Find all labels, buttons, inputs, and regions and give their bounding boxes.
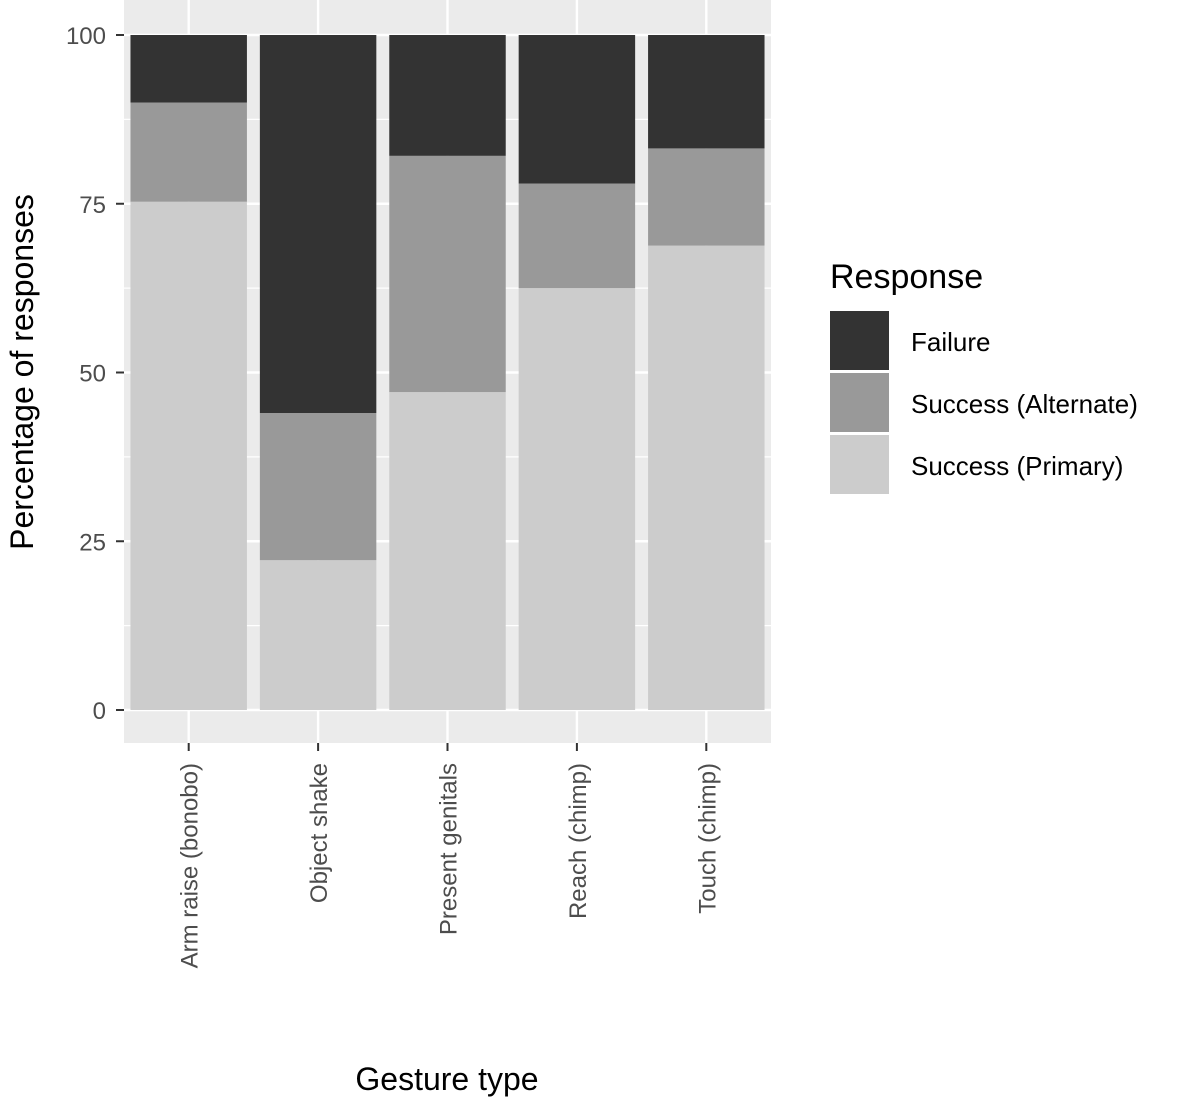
- legend-label: Failure: [911, 327, 990, 357]
- bar-segment-success-primary: [130, 201, 247, 710]
- x-axis-ticks: Arm raise (bonobo) Object shake Present ge…: [177, 743, 721, 968]
- bar-segment-success-alternate: [648, 148, 765, 246]
- legend-items: Failure Success (Alternate) Success (Prima…: [830, 311, 1138, 494]
- bar-segment-success-primary: [518, 288, 636, 710]
- legend-swatch: [830, 373, 889, 432]
- x-tick-label: Arm raise (bonobo): [177, 763, 204, 968]
- y-tick-label: 25: [79, 529, 106, 556]
- bar-segment-failure: [518, 35, 636, 184]
- x-tick-label: Touch (chimp): [694, 763, 721, 914]
- legend: Response Failure Success (Alternate) Succe…: [830, 258, 1138, 494]
- bars: [130, 35, 765, 710]
- y-tick-label: 75: [79, 192, 106, 219]
- bar-segment-failure: [259, 35, 377, 413]
- y-tick-label: 50: [79, 361, 106, 388]
- x-tick-label: Reach (chimp): [565, 763, 592, 919]
- bar-segment-success-primary: [648, 245, 765, 710]
- bar-segment-success-primary: [259, 560, 377, 710]
- y-tick-label: 0: [93, 698, 106, 725]
- bar-segment-success-alternate: [518, 183, 636, 289]
- x-axis-title: Gesture type: [355, 1061, 538, 1097]
- legend-label: Success (Alternate): [911, 389, 1138, 419]
- bar-segment-success-alternate: [259, 413, 377, 561]
- bar-segment-success-alternate: [389, 155, 506, 393]
- legend-swatch: [830, 435, 889, 494]
- bar-segment-success-primary: [389, 392, 506, 710]
- bar-segment-success-alternate: [130, 102, 247, 202]
- bar-segment-failure: [648, 35, 765, 149]
- bar-segment-failure: [389, 35, 506, 156]
- y-tick-label: 100: [66, 23, 106, 50]
- legend-title: Response: [830, 258, 983, 296]
- y-axis-title: Percentage of responses: [4, 194, 40, 550]
- x-tick-label: Present genitals: [436, 763, 463, 935]
- legend-swatch: [830, 311, 889, 370]
- legend-label: Success (Primary): [911, 451, 1123, 481]
- y-axis-ticks: 0 25 50 75 100: [66, 23, 124, 725]
- x-tick-label: Object shake: [306, 763, 333, 903]
- bar-segment-failure: [130, 35, 247, 103]
